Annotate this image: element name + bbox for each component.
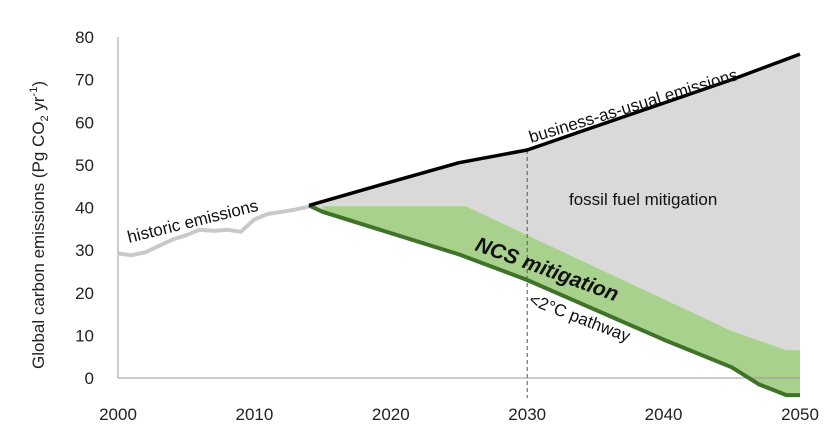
x-tick-label-2050: 2050: [781, 405, 819, 424]
y-axis-title-main: Global carbon emissions (Pg CO: [29, 121, 48, 369]
y-tick-label-10: 10: [75, 326, 94, 345]
y-axis-title: Global carbon emissions (Pg CO2 yr-1): [28, 81, 51, 369]
y-tick-labels: 0 10 20 30 40 50 60 70 80: [75, 28, 94, 388]
y-tick-label-70: 70: [75, 71, 94, 90]
x-tick-label-2040: 2040: [645, 405, 683, 424]
pathway-line: [308, 203, 800, 398]
historic-emissions-label: historic emissions: [125, 196, 260, 247]
x-tick-label-2030: 2030: [508, 405, 546, 424]
y-axis-title-superscript: -1: [28, 87, 40, 97]
x-tick-label-2020: 2020: [372, 405, 410, 424]
fossil-fuel-mitigation-label: fossil fuel mitigation: [569, 190, 717, 209]
x-tick-label-2010: 2010: [235, 405, 273, 424]
y-tick-label-40: 40: [75, 199, 94, 218]
y-tick-label-30: 30: [75, 241, 94, 260]
y-axis-title-subscript: 2: [39, 115, 51, 121]
x-tick-label-2000: 2000: [99, 405, 137, 424]
historic-emissions-line: [117, 204, 310, 258]
business-as-usual-line: [308, 52, 801, 208]
x-tick-labels: 2000 2010 2020 2030 2040 2050: [99, 405, 819, 424]
y-tick-label-20: 20: [75, 284, 94, 303]
plot-area: [117, 37, 801, 398]
y-tick-label-60: 60: [75, 113, 94, 132]
y-tick-label-80: 80: [75, 28, 94, 47]
y-axis-title-end: ): [29, 81, 48, 87]
y-tick-label-0: 0: [85, 369, 94, 388]
y-axis-title-mid: yr: [29, 96, 48, 115]
y-tick-label-50: 50: [75, 156, 94, 175]
